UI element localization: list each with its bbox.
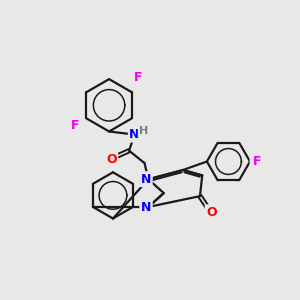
Text: N: N [141,201,151,214]
Text: H: H [139,127,148,136]
Text: N: N [141,173,151,186]
Text: F: F [253,155,261,168]
Text: F: F [134,71,142,84]
Text: O: O [206,206,217,219]
Text: F: F [251,155,260,168]
Text: F: F [71,119,80,132]
Text: N: N [129,128,140,141]
Text: O: O [106,154,117,166]
